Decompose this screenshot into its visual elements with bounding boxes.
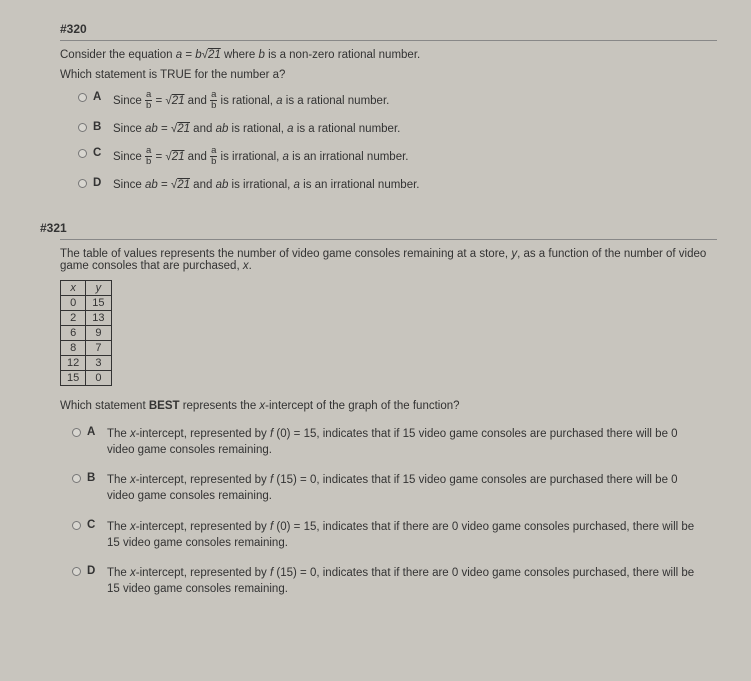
question-sub-prompt: Which statement is TRUE for the number a… — [60, 69, 717, 81]
table-row: 015 — [61, 296, 112, 311]
radio-icon[interactable] — [72, 521, 81, 530]
table-row: 213 — [61, 311, 112, 326]
answer-option[interactable]: D Since ab = √21 and ab is irrational, a … — [78, 177, 717, 193]
table-cell: 2 — [61, 311, 86, 326]
worksheet-page: #320 Consider the equation a = b√21 wher… — [0, 0, 751, 621]
option-text: The x-intercept, represented by f (15) =… — [107, 565, 697, 597]
option-text: The x-intercept, represented by f (0) = … — [107, 519, 697, 551]
table-cell: 13 — [86, 311, 111, 326]
answer-option[interactable]: B Since ab = √21 and ab is rational, a is… — [78, 121, 717, 137]
question-number: #320 — [60, 22, 717, 36]
table-row: 69 — [61, 326, 112, 341]
option-text: Since ab = √21 and ab is irrational, a i… — [113, 177, 420, 193]
option-letter: A — [93, 91, 105, 103]
answer-option[interactable]: A The x-intercept, represented by f (0) =… — [72, 426, 717, 458]
table-cell: 3 — [86, 356, 111, 371]
table-header: y — [86, 281, 111, 296]
data-table: xy 0152136987123150 — [60, 280, 112, 386]
question-prompt: The table of values represents the numbe… — [60, 248, 717, 272]
table-header: x — [61, 281, 86, 296]
option-text: The x-intercept, represented by f (0) = … — [107, 426, 697, 458]
answer-option[interactable]: D The x-intercept, represented by f (15) … — [72, 565, 717, 597]
table-row: 123 — [61, 356, 112, 371]
option-letter: B — [93, 121, 105, 133]
radio-icon[interactable] — [78, 179, 87, 188]
option-list: A The x-intercept, represented by f (0) =… — [72, 426, 717, 597]
option-letter: D — [93, 177, 105, 189]
option-letter: D — [87, 565, 99, 577]
question-320: #320 Consider the equation a = b√21 wher… — [60, 22, 717, 193]
radio-icon[interactable] — [78, 123, 87, 132]
radio-icon[interactable] — [72, 474, 81, 483]
table-row: 150 — [61, 371, 112, 386]
radio-icon[interactable] — [72, 428, 81, 437]
table-cell: 15 — [86, 296, 111, 311]
divider — [60, 239, 717, 240]
table-cell: 0 — [61, 296, 86, 311]
table-cell: 0 — [86, 371, 111, 386]
radio-icon[interactable] — [78, 93, 87, 102]
option-letter: C — [93, 147, 105, 159]
table-cell: 15 — [61, 371, 86, 386]
question-number: #321 — [40, 221, 717, 235]
option-letter: B — [87, 472, 99, 484]
answer-option[interactable]: C Since ab = √21 and ab is irrational, a … — [78, 147, 717, 167]
answer-option[interactable]: A Since ab = √21 and ab is rational, a is… — [78, 91, 717, 111]
option-letter: C — [87, 519, 99, 531]
option-text: Since ab = √21 and ab is irrational, a i… — [113, 147, 409, 167]
table-cell: 8 — [61, 341, 86, 356]
divider — [60, 40, 717, 41]
answer-option[interactable]: C The x-intercept, represented by f (0) =… — [72, 519, 717, 551]
radio-icon[interactable] — [78, 149, 87, 158]
answer-option[interactable]: B The x-intercept, represented by f (15) … — [72, 472, 717, 504]
option-list: A Since ab = √21 and ab is rational, a is… — [78, 91, 717, 193]
option-text: Since ab = √21 and ab is rational, a is … — [113, 91, 389, 111]
option-text: The x-intercept, represented by f (15) =… — [107, 472, 697, 504]
question-prompt: Consider the equation a = b√21 where b i… — [60, 49, 717, 61]
table-cell: 12 — [61, 356, 86, 371]
table-cell: 9 — [86, 326, 111, 341]
table-cell: 7 — [86, 341, 111, 356]
radio-icon[interactable] — [72, 567, 81, 576]
question-sub-prompt: Which statement BEST represents the x-in… — [60, 400, 717, 412]
table-row: 87 — [61, 341, 112, 356]
question-321: #321 The table of values represents the … — [60, 221, 717, 597]
option-letter: A — [87, 426, 99, 438]
table-cell: 6 — [61, 326, 86, 341]
option-text: Since ab = √21 and ab is rational, a is … — [113, 121, 400, 137]
